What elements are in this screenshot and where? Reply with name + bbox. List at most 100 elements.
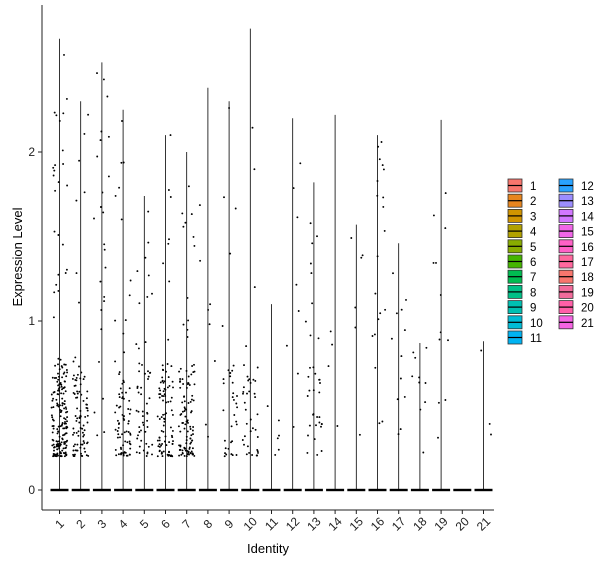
data-point — [51, 376, 54, 379]
data-point — [164, 395, 167, 397]
data-point — [207, 435, 209, 438]
data-point — [159, 389, 162, 392]
data-point — [61, 388, 63, 391]
data-point — [118, 393, 121, 396]
data-point — [231, 454, 234, 457]
data-point — [169, 196, 172, 198]
data-point — [57, 384, 60, 387]
data-point — [151, 453, 153, 456]
data-point — [236, 395, 238, 397]
data-point — [245, 453, 248, 456]
data-point — [75, 376, 78, 379]
data-point — [192, 371, 195, 374]
data-point — [241, 439, 244, 441]
data-point — [171, 442, 174, 445]
data-point — [65, 97, 68, 100]
legend-item-6: 6 — [507, 254, 536, 269]
data-point — [121, 395, 124, 398]
x-tick-label: 9 — [222, 516, 237, 531]
x-tick-label: 10 — [241, 514, 261, 534]
data-point — [64, 432, 67, 435]
data-point — [424, 401, 427, 404]
data-point — [227, 447, 230, 450]
data-point — [138, 445, 141, 448]
x-tick-label: 14 — [325, 514, 345, 534]
data-point — [57, 454, 59, 457]
data-point — [115, 404, 118, 407]
data-point — [354, 306, 357, 309]
data-point — [117, 426, 120, 429]
data-point — [78, 301, 80, 304]
data-point — [86, 390, 89, 393]
data-point — [73, 431, 76, 434]
data-point — [435, 261, 437, 264]
data-point — [53, 111, 56, 114]
data-point — [65, 369, 68, 371]
data-point — [251, 126, 254, 129]
data-point — [186, 453, 189, 456]
data-point — [257, 451, 259, 454]
data-point — [137, 434, 139, 437]
legend-item-9: 9 — [507, 300, 536, 315]
data-point — [158, 436, 161, 439]
data-point — [65, 444, 68, 447]
data-point — [63, 417, 66, 420]
data-point — [54, 164, 57, 167]
data-point — [123, 431, 126, 434]
violin-base — [71, 488, 90, 492]
data-point — [140, 393, 143, 396]
data-point — [72, 433, 74, 436]
legend-item-3: 3 — [507, 208, 536, 223]
violin-group-12 — [283, 118, 302, 492]
data-point — [86, 407, 89, 410]
data-point — [187, 319, 190, 322]
data-point — [51, 416, 54, 419]
data-point — [312, 389, 315, 392]
violin-base — [283, 488, 302, 492]
data-point — [66, 410, 69, 413]
data-point — [256, 436, 259, 438]
x-tick-label: 19 — [431, 514, 451, 534]
data-point — [147, 445, 150, 448]
data-point — [55, 440, 58, 443]
data-point — [63, 363, 66, 366]
data-point — [229, 375, 232, 378]
data-point — [58, 119, 61, 122]
data-point — [77, 434, 80, 437]
legend-item-21: 21 — [558, 315, 594, 330]
data-point — [222, 382, 225, 385]
data-point — [188, 446, 191, 449]
data-point — [103, 431, 106, 434]
data-point — [57, 234, 60, 236]
data-point — [127, 408, 130, 410]
data-point — [207, 308, 210, 311]
data-point — [122, 454, 125, 457]
data-point — [106, 95, 109, 98]
data-point — [191, 439, 194, 442]
data-point — [63, 400, 66, 403]
data-point — [242, 386, 245, 389]
data-point — [167, 242, 170, 245]
data-point — [209, 303, 212, 306]
data-point — [122, 381, 125, 384]
data-point — [309, 262, 312, 265]
data-point — [141, 421, 144, 424]
violin-base — [135, 488, 154, 492]
data-point — [276, 437, 279, 440]
data-point — [232, 392, 235, 395]
data-point — [100, 328, 103, 331]
data-point — [168, 384, 171, 387]
data-point — [184, 449, 187, 452]
data-point — [118, 371, 121, 374]
data-point — [57, 430, 60, 433]
data-point — [60, 410, 62, 413]
data-point — [165, 370, 167, 373]
violin-base — [114, 488, 133, 492]
violin-base — [156, 488, 175, 492]
data-point — [185, 439, 188, 442]
data-point — [103, 295, 106, 298]
data-point — [418, 381, 421, 384]
data-point — [56, 452, 59, 455]
data-point — [190, 441, 193, 444]
data-point — [191, 452, 194, 455]
